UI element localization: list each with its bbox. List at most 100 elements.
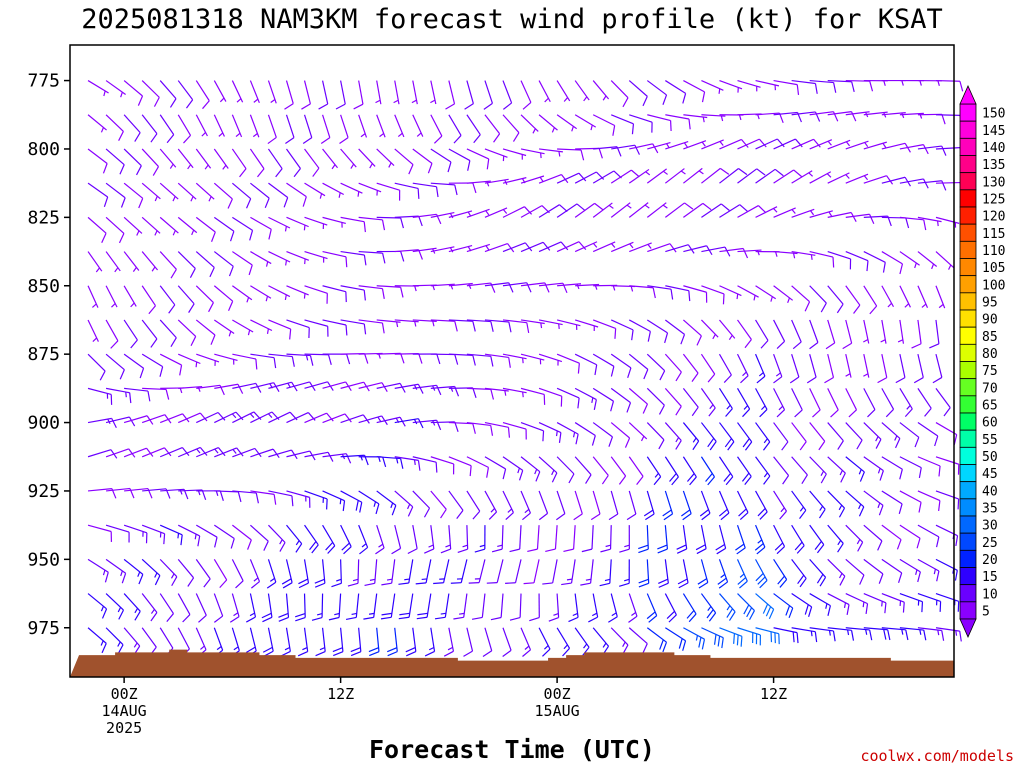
wind-barb-flag — [923, 219, 927, 231]
wind-barb-flag — [662, 509, 672, 517]
wind-barb-half-flag — [571, 126, 574, 132]
wind-barb-flag — [102, 163, 108, 174]
wind-barb-shaft — [664, 319, 685, 335]
wind-barb-half-flag — [862, 601, 865, 608]
wind-barb-half-flag — [270, 98, 276, 104]
wind-barb-shaft — [502, 282, 527, 287]
wind-barb-flag — [917, 571, 921, 583]
wind-barb-half-flag — [117, 607, 122, 613]
wind-barb-shaft — [755, 559, 768, 581]
wind-barb-flag — [120, 197, 126, 208]
wind-barb-half-flag — [629, 243, 634, 249]
wind-barb-flag — [935, 536, 940, 548]
wind-barb-shaft — [556, 490, 566, 514]
wind-barb-shaft — [430, 148, 452, 163]
wind-barb-half-flag — [375, 99, 381, 104]
wind-barb-shaft — [213, 216, 235, 232]
wind-barb-half-flag — [302, 647, 308, 651]
wind-barb-half-flag — [863, 373, 869, 377]
wind-barb-flag — [538, 512, 548, 521]
wind-barb-half-flag — [379, 133, 385, 138]
colorbar-label: 140 — [982, 141, 1005, 156]
wind-barb-shaft — [917, 592, 941, 602]
wind-barb-half-flag — [553, 612, 559, 616]
wind-barb-flag — [507, 427, 511, 438]
wind-barb-shaft — [610, 319, 634, 331]
wind-barb-half-flag — [120, 92, 123, 98]
wind-barb-shaft — [285, 80, 294, 104]
wind-barb-flag — [741, 472, 750, 482]
wind-barb-shaft — [105, 448, 129, 458]
wind-barb-shaft — [340, 182, 363, 194]
wind-barb-flag — [454, 321, 458, 332]
colorbar-label: 90 — [982, 313, 998, 328]
wind-barb-flag — [657, 544, 668, 550]
wind-barb-half-flag — [883, 80, 886, 86]
wind-barb-flag — [482, 650, 493, 657]
wind-barb-shaft — [267, 148, 283, 170]
wind-barb-shaft — [177, 148, 194, 169]
wind-barb-shaft — [935, 388, 951, 409]
wind-barb-shaft — [863, 215, 888, 218]
wind-barb-half-flag — [479, 544, 486, 548]
wind-barb-flag — [279, 542, 286, 552]
wind-barb-half-flag — [445, 544, 451, 548]
wind-barb-half-flag — [877, 502, 881, 509]
wind-barb-shaft — [286, 412, 309, 424]
wind-barb-shaft — [737, 138, 760, 150]
wind-barb-flag — [568, 616, 579, 623]
wind-barb-flag — [608, 513, 619, 521]
wind-barb-flag — [646, 611, 656, 620]
wind-barb-shaft — [250, 382, 274, 389]
wind-barb-flag — [150, 338, 158, 348]
wind-barb-shaft — [628, 80, 648, 97]
wind-barb-flag — [188, 303, 195, 313]
colorbar-bottom-triangle — [959, 618, 977, 638]
wind-barb-shaft — [408, 593, 414, 618]
wind-barb-flag — [659, 370, 666, 381]
wind-barb-shaft — [394, 215, 419, 218]
wind-barb-flag — [522, 649, 531, 657]
wind-barb-shaft — [159, 319, 177, 339]
wind-barb-shaft — [250, 448, 274, 458]
wind-barb-shaft — [700, 422, 717, 442]
wind-barb-shaft — [195, 251, 215, 268]
wind-barb-shaft — [538, 241, 562, 253]
wind-barb-half-flag — [231, 413, 237, 419]
wind-barb-flag — [869, 81, 874, 92]
wind-barb-flag — [832, 257, 835, 268]
wind-barb-flag — [375, 547, 385, 555]
wind-barb-flag — [742, 248, 749, 259]
wind-barb-shaft — [340, 148, 357, 168]
wind-barb-shaft — [466, 456, 489, 468]
wind-barb-half-flag — [555, 430, 558, 437]
wind-barb-flag — [813, 138, 821, 148]
wind-barb-half-flag — [267, 413, 273, 418]
wind-barb-shaft — [646, 319, 668, 334]
colorbar-swatch — [959, 120, 977, 139]
wind-barb-half-flag — [339, 498, 342, 505]
wind-barb-shaft — [412, 525, 418, 549]
wind-barb-shaft — [592, 114, 615, 127]
wind-barb-flag — [507, 243, 515, 253]
wind-barb-flag — [648, 615, 658, 623]
wind-barb-shaft — [358, 490, 380, 505]
wind-barb-flag — [830, 409, 839, 418]
wind-barb-flag — [594, 202, 604, 211]
wind-barb-shaft — [570, 559, 576, 584]
wind-barb-flag — [436, 353, 441, 365]
wind-barb-flag — [736, 547, 746, 555]
colorbar-swatch — [959, 189, 977, 208]
wind-barb-shaft — [250, 490, 275, 495]
colorbar-top-triangle — [959, 85, 977, 105]
wind-barb-shaft — [123, 447, 147, 458]
wind-barb-flag — [440, 508, 447, 519]
wind-barb-flag — [735, 543, 745, 551]
wind-barb-half-flag — [497, 544, 503, 548]
wind-barb-half-flag — [845, 373, 851, 377]
wind-barb-half-flag — [130, 302, 135, 308]
wind-barb-half-flag — [154, 572, 158, 578]
wind-barb-flag — [658, 578, 669, 584]
wind-barb-flag — [347, 582, 359, 587]
wind-barb-flag — [758, 205, 767, 214]
